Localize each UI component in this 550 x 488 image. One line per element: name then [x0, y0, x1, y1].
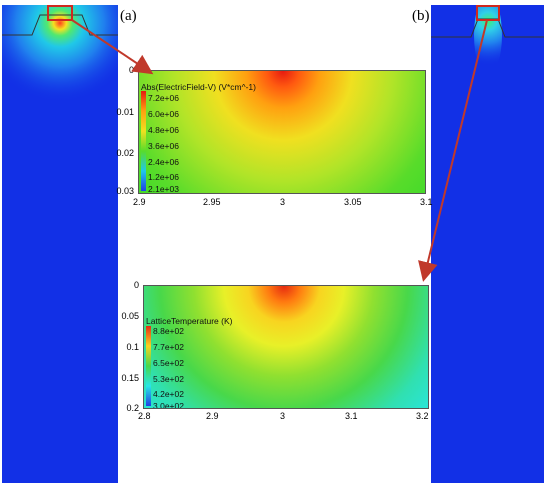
x-tick: 3.05 — [344, 197, 362, 207]
x-tick: 2.9 — [133, 197, 146, 207]
x-tick: 3.2 — [416, 411, 429, 421]
legend-value: 7.2e+06 — [148, 93, 179, 103]
legend-value: 5.3e+02 — [153, 374, 184, 384]
y-tick: 0.01 — [116, 107, 134, 117]
electric-field-legend-title: Abs(ElectricField-V) (V*cm^-1) — [141, 82, 256, 92]
x-tick: 2.8 — [138, 411, 151, 421]
zoom-box-a — [47, 5, 73, 21]
legend-value: 7.7e+02 — [153, 342, 184, 352]
legend-value: 1.2e+06 — [148, 172, 179, 182]
panel-a-label: (a) — [120, 8, 137, 24]
legend-value: 3.0e+02 — [153, 401, 184, 409]
legend-value: 3.6e+06 — [148, 141, 179, 151]
temperature-colorbar — [146, 326, 151, 406]
x-tick: 3 — [280, 411, 286, 421]
device-a-structure — [2, 5, 118, 483]
device-b-temperature-map — [431, 5, 544, 75]
x-tick: 3.1 — [420, 197, 433, 207]
y-tick: 0.15 — [121, 373, 139, 383]
electric-field-plot: Abs(ElectricField-V) (V*cm^-1) 7.2e+06 6… — [138, 70, 426, 194]
y-tick: 0 — [128, 65, 134, 75]
legend-value: 2.4e+06 — [148, 157, 179, 167]
legend-value: 4.8e+06 — [148, 125, 179, 135]
device-b-structure — [431, 5, 544, 483]
x-tick: 3.1 — [345, 411, 358, 421]
x-tick: 3 — [280, 197, 286, 207]
y-tick: 0.1 — [126, 342, 139, 352]
x-tick: 2.9 — [206, 411, 219, 421]
legend-value: 6.0e+06 — [148, 109, 179, 119]
y-tick: 0 — [133, 280, 139, 290]
electric-field-contours — [139, 71, 425, 193]
panel-b-label: (b) — [412, 8, 430, 24]
zoom-box-b — [476, 5, 500, 21]
y-tick: 0.03 — [116, 186, 134, 196]
device-a-field-map — [2, 5, 118, 125]
legend-value: 6.5e+02 — [153, 358, 184, 368]
y-tick: 0.02 — [116, 148, 134, 158]
electric-field-colorbar — [141, 91, 146, 191]
legend-value: 8.8e+02 — [153, 326, 184, 336]
temperature-legend-title: LatticeTemperature (K) — [146, 316, 233, 326]
lattice-temperature-plot: LatticeTemperature (K) 8.8e+02 7.7e+02 6… — [143, 285, 429, 409]
lattice-temperature-contours — [144, 286, 428, 408]
legend-value: 2.1e+03 — [148, 184, 179, 194]
legend-value: 4.2e+02 — [153, 389, 184, 399]
x-tick: 2.95 — [203, 197, 221, 207]
y-tick: 0.2 — [126, 403, 139, 413]
y-tick: 0.05 — [121, 311, 139, 321]
